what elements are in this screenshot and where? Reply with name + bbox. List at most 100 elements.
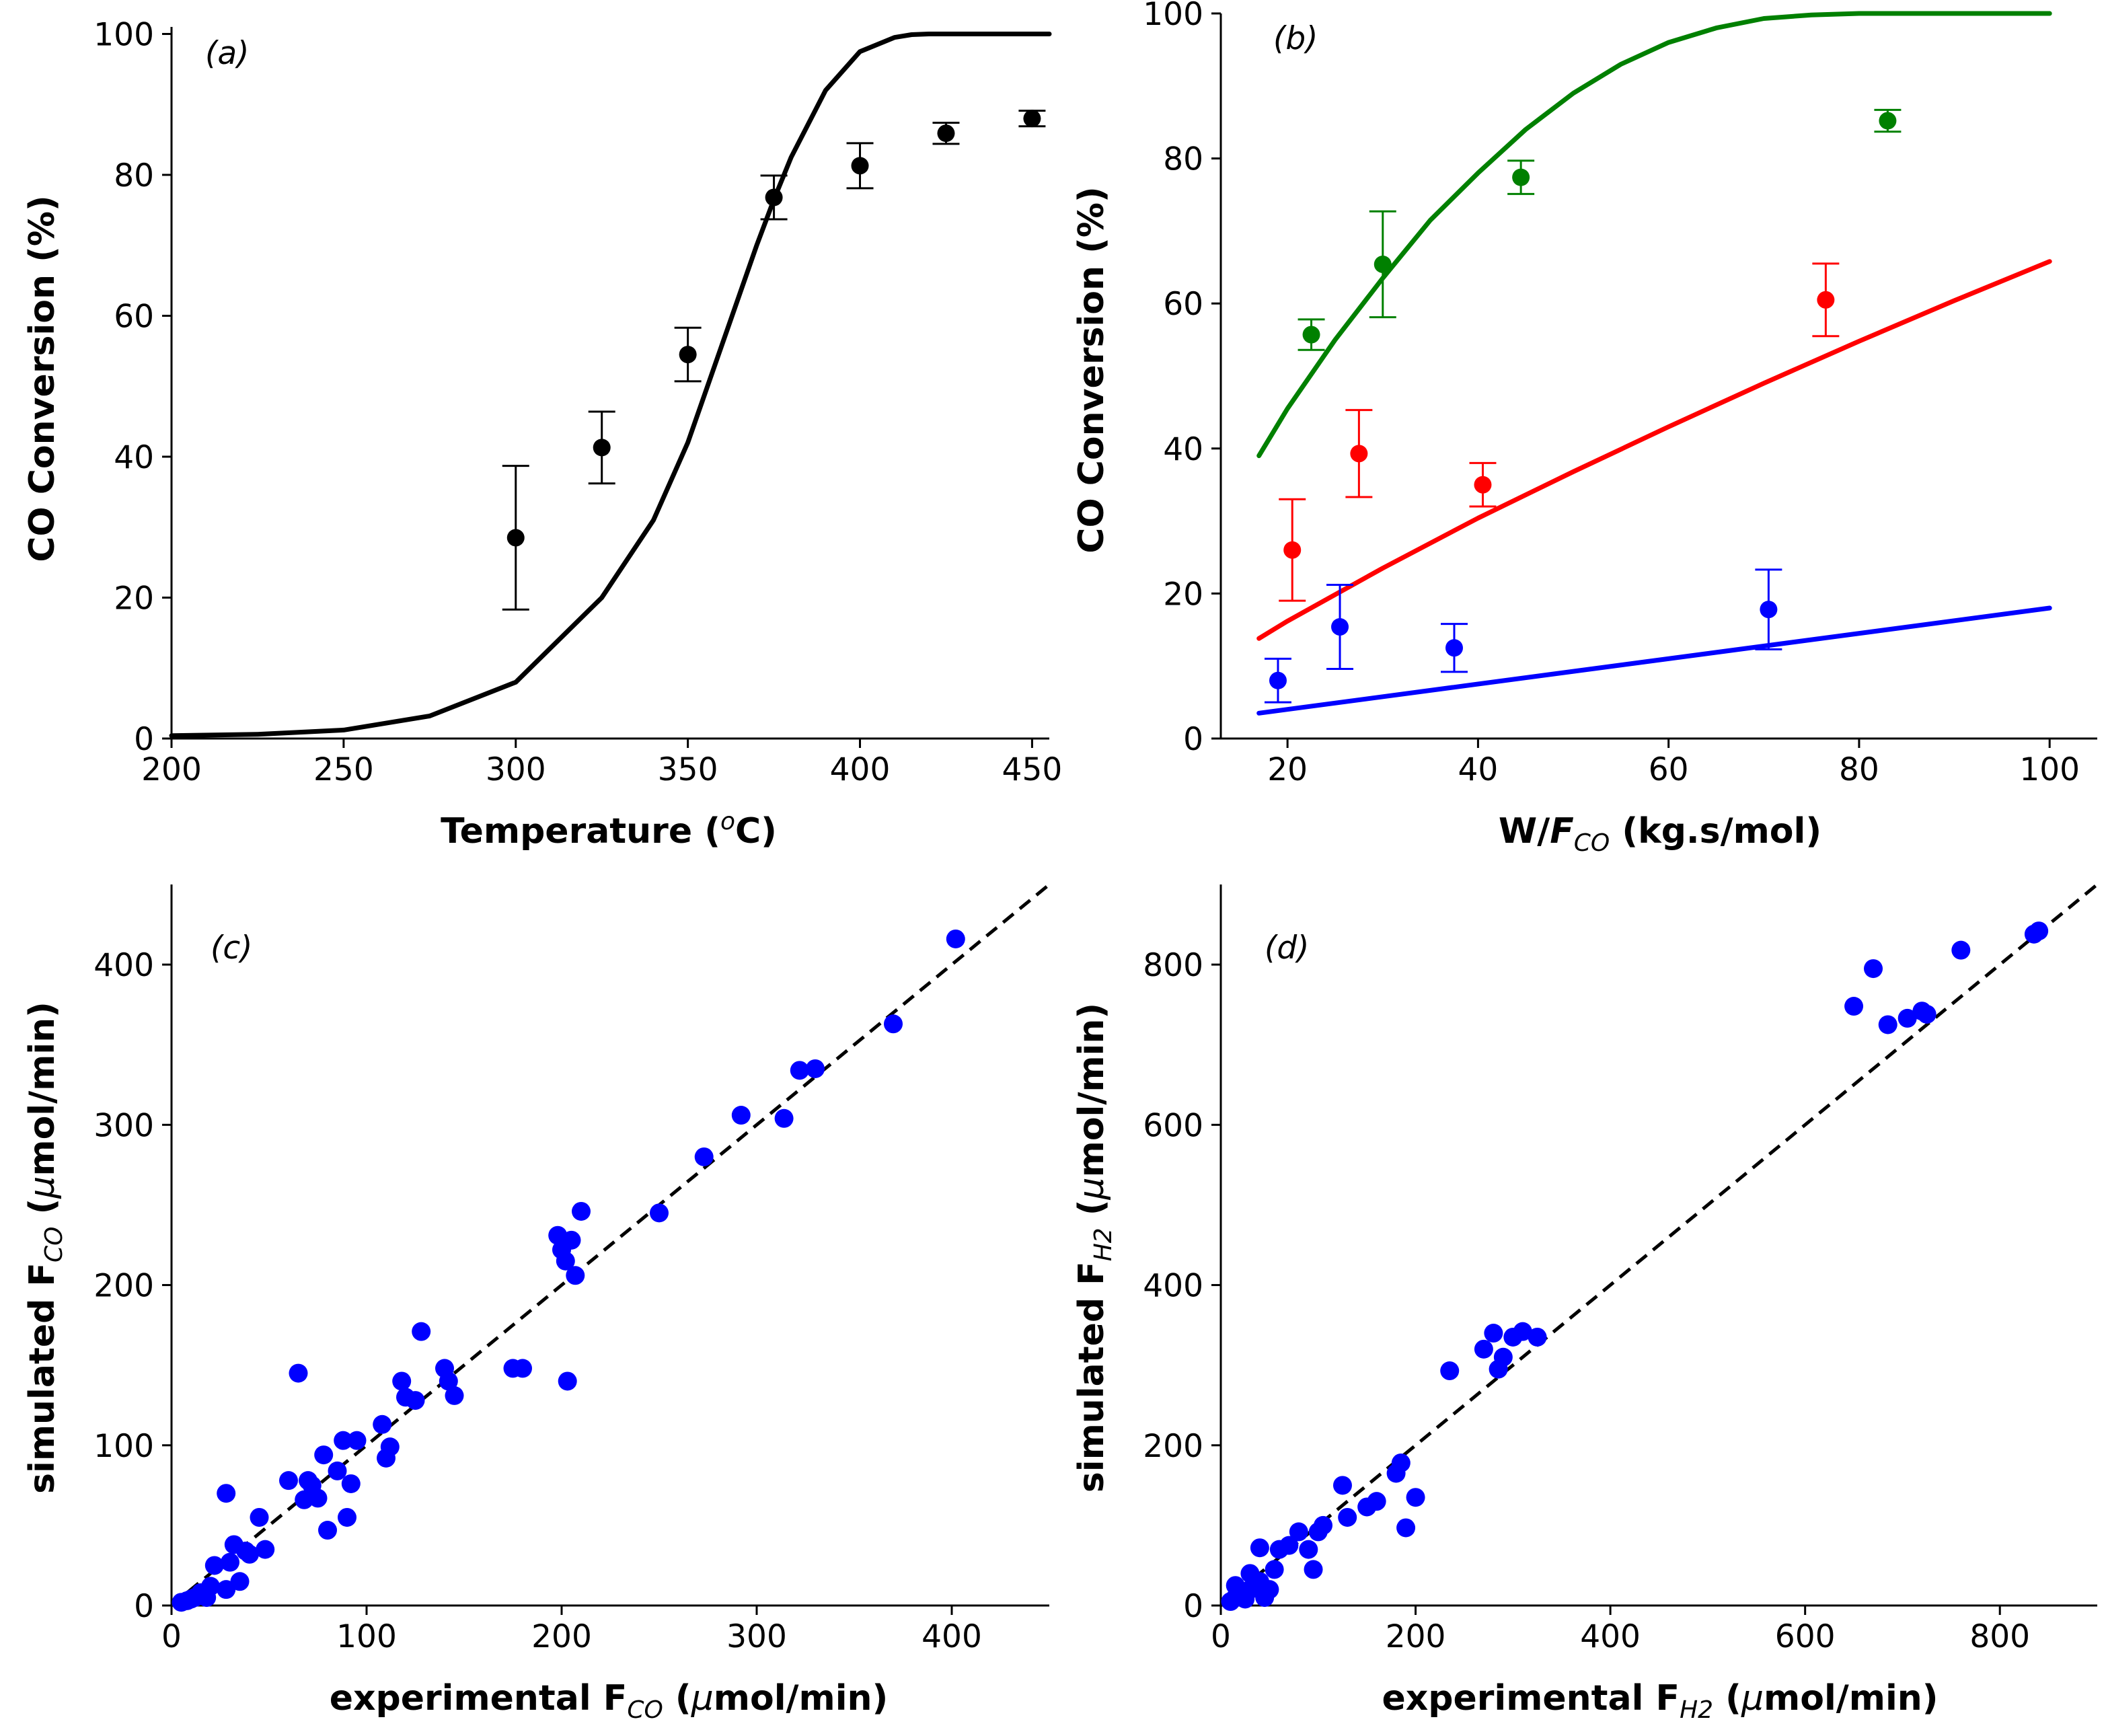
panel-c-data-point — [240, 1544, 259, 1564]
panel-c-data-point — [406, 1391, 425, 1410]
panel-a-data-point — [593, 439, 611, 457]
panel-d: 0 200 400 600 800 0 200 400 600 800 (d) experimen… — [1071, 883, 2099, 1724]
panel-d-x-tick-label: 800 — [1969, 1618, 2030, 1655]
panel-b-blue-data-point — [1445, 639, 1463, 657]
panel-d-data-point — [1226, 1576, 1245, 1595]
panel-c-y-tick-label: 300 — [93, 1107, 154, 1144]
panel-a-label: (a) — [205, 35, 249, 72]
panel-d-data-point — [1367, 1492, 1386, 1511]
panel-c-data-point — [221, 1552, 239, 1572]
panel-d-y-tick-label: 400 — [1143, 1268, 1203, 1305]
panel-b-y-axis-label: CO Conversion (%) — [1071, 186, 1112, 553]
panel-c-data-point — [341, 1474, 361, 1493]
panel-d-x-tick-label: 200 — [1386, 1618, 1446, 1655]
panel-b-model-curve-blue — [1256, 605, 2052, 716]
panel-b-red-data-point — [1283, 541, 1302, 559]
panel-c-data-point — [308, 1488, 328, 1508]
panel-b-y-tick-label: 20 — [1163, 576, 1203, 613]
panel-a-y-tick-label: 20 — [114, 580, 154, 617]
panel-a: 200 250 300 350 400 450 0 20 40 60 80 100 (a) Tempe… — [22, 16, 1062, 852]
panel-c-y-tick-label: 400 — [93, 947, 154, 984]
panel-b-plot-area: 20 40 60 80 100 0 20 40 60 80 100 — [1143, 0, 2097, 788]
panel-a-y-tick-label: 100 — [93, 16, 154, 53]
panel-d-data-point — [1864, 959, 1883, 979]
panel-c: 0 100 200 300 400 0 100 200 300 400 (c) experimen… — [22, 883, 1051, 1724]
panel-d-data-point — [1260, 1580, 1279, 1599]
panel-d-data-point — [1493, 1347, 1513, 1367]
panel-c-data-point — [439, 1371, 458, 1391]
panel-c-x-tick-label: 300 — [726, 1618, 787, 1655]
panel-d-data-point — [1396, 1518, 1416, 1538]
panel-d-data-point — [1897, 1008, 1917, 1028]
panel-a-x-tick-label: 450 — [1002, 751, 1063, 788]
panel-b-green-data-point — [1374, 255, 1392, 273]
panel-b-y-tick-label: 0 — [1183, 721, 1203, 758]
panel-d-data-point — [1391, 1453, 1411, 1472]
panel-b-blue-data-point — [1269, 671, 1287, 689]
panel-c-data-point — [572, 1201, 591, 1221]
panel-c-data-point — [373, 1414, 392, 1434]
panel-d-data-point — [1240, 1564, 1260, 1583]
panel-b-x-tick-label: 100 — [2019, 751, 2080, 788]
panel-a-data-point — [851, 157, 869, 175]
panel-b-green-data-point — [1879, 112, 1897, 130]
panel-c-data-point — [380, 1437, 400, 1457]
panel-d-y-tick-label: 0 — [1183, 1588, 1203, 1625]
panel-c-data-point — [217, 1580, 236, 1599]
panel-d-data-point — [1299, 1540, 1318, 1559]
panel-a-data-point — [937, 124, 955, 143]
panel-a-y-tick-label: 0 — [134, 721, 154, 758]
panel-c-data-point — [289, 1363, 308, 1383]
panel-a-data-point — [1023, 110, 1041, 128]
panel-c-data-point — [806, 1059, 825, 1078]
panel-a-x-tick-label: 200 — [141, 751, 202, 788]
panel-c-data-point — [279, 1471, 298, 1490]
panel-d-data-point — [1314, 1515, 1333, 1535]
panel-a-data-point — [506, 529, 525, 547]
panel-c-data-point — [884, 1014, 903, 1034]
panel-b-blue-data-point — [1760, 601, 1778, 619]
panel-d-data-point — [1528, 1327, 1547, 1347]
panel-c-data-point — [774, 1108, 794, 1128]
panel-c-data-point — [314, 1445, 334, 1465]
panel-c-data-point — [392, 1371, 412, 1391]
panel-c-data-point — [217, 1484, 236, 1503]
panel-d-x-tick-label: 400 — [1580, 1618, 1641, 1655]
panel-c-data-point — [562, 1230, 581, 1250]
panel-d-y-tick-label: 600 — [1143, 1107, 1203, 1144]
panel-d-label: (d) — [1265, 930, 1310, 967]
panel-c-data-point — [650, 1203, 669, 1223]
panel-b-y-tick-label: 100 — [1143, 0, 1203, 33]
panel-d-data-point — [1332, 1476, 1352, 1495]
panel-d-data-point — [1406, 1488, 1425, 1507]
panel-a-model-curve — [169, 32, 1052, 739]
panel-d-plot-area: 0 200 400 600 800 0 200 400 600 800 — [1143, 883, 2099, 1655]
panel-a-y-tick-label: 40 — [114, 439, 154, 476]
panel-a-x-tick-label: 250 — [313, 751, 374, 788]
panel-c-data-point — [256, 1540, 275, 1559]
panel-c-data-point — [556, 1251, 575, 1271]
panel-d-data-point — [1289, 1522, 1308, 1542]
panel-b-x-tick-label: 80 — [1839, 751, 1879, 788]
panel-c-data-point — [230, 1572, 250, 1591]
panel-b-red-data-point — [1817, 291, 1835, 309]
panel-a-y-tick-label: 60 — [114, 298, 154, 335]
panel-d-data-point — [1878, 1015, 1897, 1034]
panel-c-data-point — [412, 1322, 431, 1341]
panel-c-data-point — [566, 1266, 585, 1285]
panel-c-data-point — [338, 1507, 356, 1527]
panel-c-x-tick-label: 200 — [531, 1618, 592, 1655]
panel-d-y-axis-label: simulated FH2 (μmol/min) — [1071, 1003, 1117, 1493]
panel-c-y-tick-label: 0 — [134, 1588, 154, 1625]
panel-c-data-point — [334, 1431, 353, 1450]
panel-d-data-point — [1440, 1361, 1460, 1381]
panel-c-data-point — [694, 1147, 714, 1166]
panel-d-y-tick-label: 800 — [1143, 947, 1203, 984]
panel-a-x-tick-label: 350 — [658, 751, 718, 788]
panel-c-plot-area: 0 100 200 300 400 0 100 200 300 400 — [93, 883, 1051, 1655]
panel-d-data-point — [1484, 1324, 1503, 1343]
panel-b-model-curve-red — [1256, 259, 2052, 641]
panel-c-data-point — [790, 1061, 809, 1080]
panel-c-data-point — [731, 1106, 751, 1125]
